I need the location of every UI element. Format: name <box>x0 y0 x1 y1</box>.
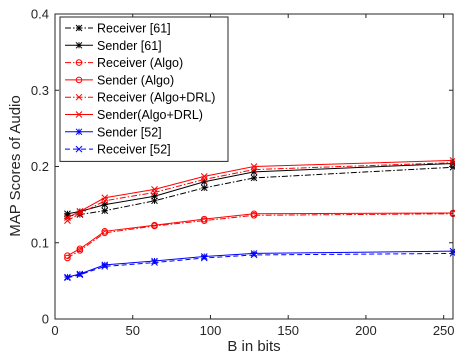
data-point <box>76 208 84 215</box>
x-tick-label: 100 <box>200 323 222 338</box>
data-point <box>250 166 258 173</box>
legend-label: Receiver [52] <box>97 143 171 157</box>
data-point <box>101 263 109 270</box>
series-6 <box>64 157 455 221</box>
data-point <box>151 186 158 193</box>
x-tick-label: 50 <box>126 323 140 338</box>
legend-item: Sender(Algo+DRL) <box>65 108 203 122</box>
x-axis-label: B in bits <box>227 338 280 355</box>
tick-group: 0 50 100 150 200 250 0 0.1 0.2 0.3 0.4 <box>31 7 455 339</box>
data-point <box>200 184 208 192</box>
y-tick-label: 0.4 <box>31 7 49 22</box>
data-point <box>64 252 71 260</box>
legend-swatch-marker <box>75 128 83 136</box>
legend-label: Sender [61] <box>97 39 162 53</box>
legend-item: Sender [61] <box>65 39 162 53</box>
legend-label: Receiver (Algo) <box>97 56 183 70</box>
data-point <box>200 173 208 180</box>
legend-item: Receiver [61] <box>65 22 171 36</box>
legend-label: Sender [52] <box>97 125 162 139</box>
legend-item: Sender (Algo) <box>65 73 174 87</box>
legend-label: Sender(Algo+DRL) <box>97 108 203 122</box>
legend-item: Sender [52] <box>65 125 162 139</box>
legend-label: Sender (Algo) <box>97 73 174 87</box>
legend-box <box>59 16 229 162</box>
data-point <box>250 210 258 218</box>
legend-swatch-marker <box>75 24 83 32</box>
y-tick-label: 0 <box>42 312 49 327</box>
legend-swatch-marker <box>75 41 83 49</box>
plot-frame <box>54 13 454 320</box>
legend-swatch-marker <box>75 111 83 118</box>
data-point <box>64 217 71 224</box>
data-point <box>64 274 71 282</box>
x-tick-label: 250 <box>433 323 455 338</box>
legend-item: Receiver [52] <box>65 143 171 157</box>
data-point <box>151 259 158 266</box>
y-axis-label: MAP Scores of Audio <box>7 95 24 236</box>
data-point <box>151 189 158 196</box>
legend-swatch-marker <box>75 93 83 101</box>
data-point <box>250 174 258 182</box>
data-point <box>250 163 258 170</box>
data-point <box>151 221 158 229</box>
legend-item: Receiver (Algo) <box>65 56 183 70</box>
legend: Receiver [61] Sender [61] Receiver (Algo) S… <box>59 16 229 162</box>
data-point <box>250 251 258 259</box>
data-point <box>101 228 109 235</box>
legend-item: Receiver (Algo+DRL) <box>65 91 215 105</box>
y-tick-label: 0.2 <box>31 159 49 174</box>
x-tick-label: 200 <box>355 323 377 338</box>
series-line <box>67 213 454 259</box>
data-point <box>76 210 84 218</box>
y-tick-label: 0.1 <box>31 235 49 250</box>
data-point <box>200 254 208 262</box>
legend-swatch-marker <box>75 59 83 66</box>
data-point <box>101 194 109 202</box>
legend-label: Receiver (Algo+DRL) <box>97 91 215 105</box>
data-point <box>200 215 208 223</box>
data-point <box>76 245 84 253</box>
data-point <box>200 176 208 183</box>
data-point <box>64 214 71 221</box>
data-point <box>76 271 84 279</box>
data-point <box>101 207 109 215</box>
legend-swatch-marker <box>75 145 83 153</box>
x-tick-label: 0 <box>51 323 58 338</box>
legend-swatch-marker <box>75 76 83 84</box>
x-tick-label: 150 <box>277 323 299 338</box>
legend-label: Receiver [61] <box>97 22 171 36</box>
data-point <box>76 270 84 278</box>
y-tick-label: 0.3 <box>31 83 49 98</box>
series-line <box>67 212 454 257</box>
